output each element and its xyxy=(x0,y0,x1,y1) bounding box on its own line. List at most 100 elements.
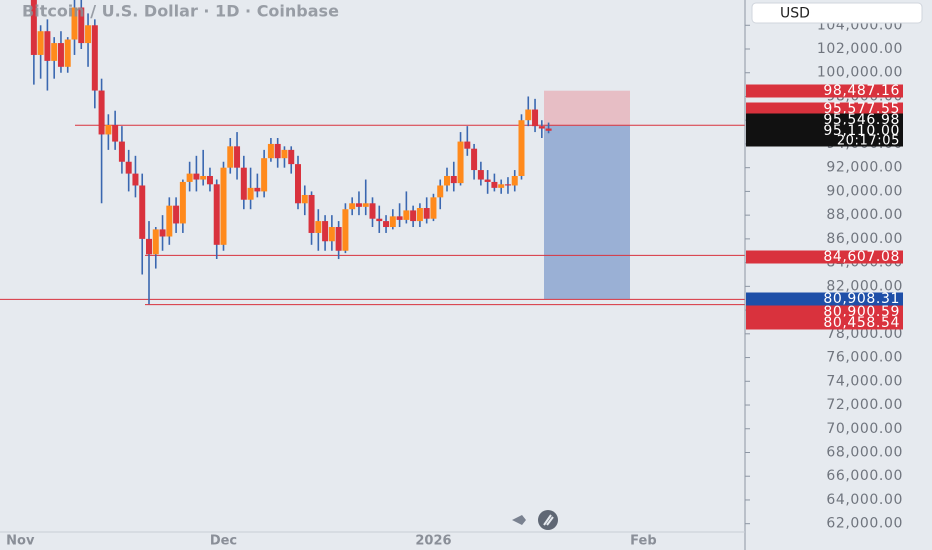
candle-body xyxy=(430,197,437,219)
price-axis: 62,000.00 64,000.00 66,000.00 68,000.00 70,0… xyxy=(745,17,903,532)
candle-body xyxy=(464,141,471,149)
logo xyxy=(512,510,558,530)
candle-body xyxy=(64,39,71,67)
candle-body xyxy=(484,179,491,182)
y-tick-label: 74,000.00 xyxy=(826,373,903,389)
price-tag-label: 80,458.54 xyxy=(823,315,900,331)
y-tick-label: 72,000.00 xyxy=(826,397,903,413)
candle-body xyxy=(186,173,193,182)
candle-body xyxy=(234,146,241,168)
price-tag xyxy=(746,124,903,147)
candle-body xyxy=(477,170,484,180)
candle-body xyxy=(545,128,552,131)
stop-zone xyxy=(544,90,630,126)
price-tag-label: 98,487.16 xyxy=(823,83,900,99)
y-tick-label: 86,000.00 xyxy=(826,231,903,247)
chart-title: Bitcoin / U.S. Dollar · 1D · Coinbase xyxy=(22,2,339,21)
price-tag xyxy=(746,102,903,116)
candle-body xyxy=(369,203,376,219)
candle-body xyxy=(227,146,234,168)
y-tick-label: 100,000.00 xyxy=(817,65,903,81)
y-tick-label: 78,000.00 xyxy=(826,326,903,342)
y-tick-label: 76,000.00 xyxy=(826,350,903,366)
candle-body xyxy=(349,203,356,210)
candle-body xyxy=(301,194,308,204)
candle-body xyxy=(383,221,390,228)
candle-body xyxy=(281,149,288,159)
candle-body xyxy=(362,203,369,207)
candle-body xyxy=(57,43,64,67)
price-tag xyxy=(746,113,903,127)
target-zone xyxy=(544,125,630,300)
candle-body xyxy=(511,175,518,186)
price-tag xyxy=(746,84,903,98)
candle-body xyxy=(525,109,532,121)
plot-area xyxy=(0,0,745,306)
candle-body xyxy=(267,143,274,159)
candle-body xyxy=(85,25,92,44)
candle-body xyxy=(504,184,511,186)
candle-body xyxy=(152,229,159,255)
candle-body xyxy=(30,0,37,55)
candle-body xyxy=(132,173,139,186)
candle-body xyxy=(532,109,539,127)
candle-body xyxy=(51,43,58,61)
candle-body xyxy=(315,221,322,233)
candle-body xyxy=(213,184,220,245)
currency-button[interactable] xyxy=(751,2,923,24)
y-tick-label: 82,000.00 xyxy=(826,278,903,294)
candle-body xyxy=(437,185,444,198)
candle-body xyxy=(98,90,105,135)
candle-body xyxy=(288,149,295,165)
y-tick-label: 68,000.00 xyxy=(826,444,903,460)
y-tick-label: 66,000.00 xyxy=(826,468,903,484)
candle-body xyxy=(538,126,545,129)
candle-body xyxy=(125,161,132,174)
candle-body xyxy=(200,175,207,180)
candle-body xyxy=(166,205,173,237)
candle-body xyxy=(44,31,51,61)
candle-body xyxy=(518,120,525,176)
countdown: 20:17:05 xyxy=(837,134,900,149)
candle-body xyxy=(471,148,478,171)
candle-body xyxy=(295,164,301,204)
candle-body xyxy=(389,216,396,228)
y-tick-label: 70,000.00 xyxy=(826,421,903,437)
y-tick-label: 92,000.00 xyxy=(826,160,903,176)
candle-body xyxy=(444,175,450,186)
y-tick-label: 88,000.00 xyxy=(826,207,903,223)
currency-label[interactable]: USD xyxy=(780,6,810,22)
candle-body xyxy=(335,227,342,251)
price-tag xyxy=(746,250,903,264)
price-tag-label: 95,546.98 xyxy=(823,112,900,128)
candle-body xyxy=(328,227,335,242)
x-tick-label: 2026 xyxy=(415,534,451,549)
candle-body xyxy=(450,175,457,184)
candle-body xyxy=(118,141,125,162)
candle-body xyxy=(423,208,430,219)
candle-body xyxy=(247,187,254,200)
candle-body xyxy=(206,175,213,185)
candle-body xyxy=(457,141,464,184)
candle-body xyxy=(159,229,166,237)
candle-body xyxy=(220,167,227,245)
candle-body xyxy=(416,208,423,222)
candle-body xyxy=(179,181,186,224)
x-tick-label: Dec xyxy=(210,534,237,549)
candle-body xyxy=(342,209,349,251)
price-tag-label: 80,900.59 xyxy=(823,304,900,320)
price-tag xyxy=(746,305,903,319)
candle-body xyxy=(173,205,180,224)
price-tag-label: 80,908.31 xyxy=(823,291,900,307)
candle-body xyxy=(37,31,44,55)
y-tick-label: 102,000.00 xyxy=(817,41,903,57)
y-tick-label: 90,000.00 xyxy=(826,183,903,199)
candle-body xyxy=(91,25,98,91)
candle-body xyxy=(261,158,268,192)
x-tick-label: Feb xyxy=(630,534,656,549)
candle-body xyxy=(403,210,410,220)
price-tag xyxy=(746,292,903,306)
